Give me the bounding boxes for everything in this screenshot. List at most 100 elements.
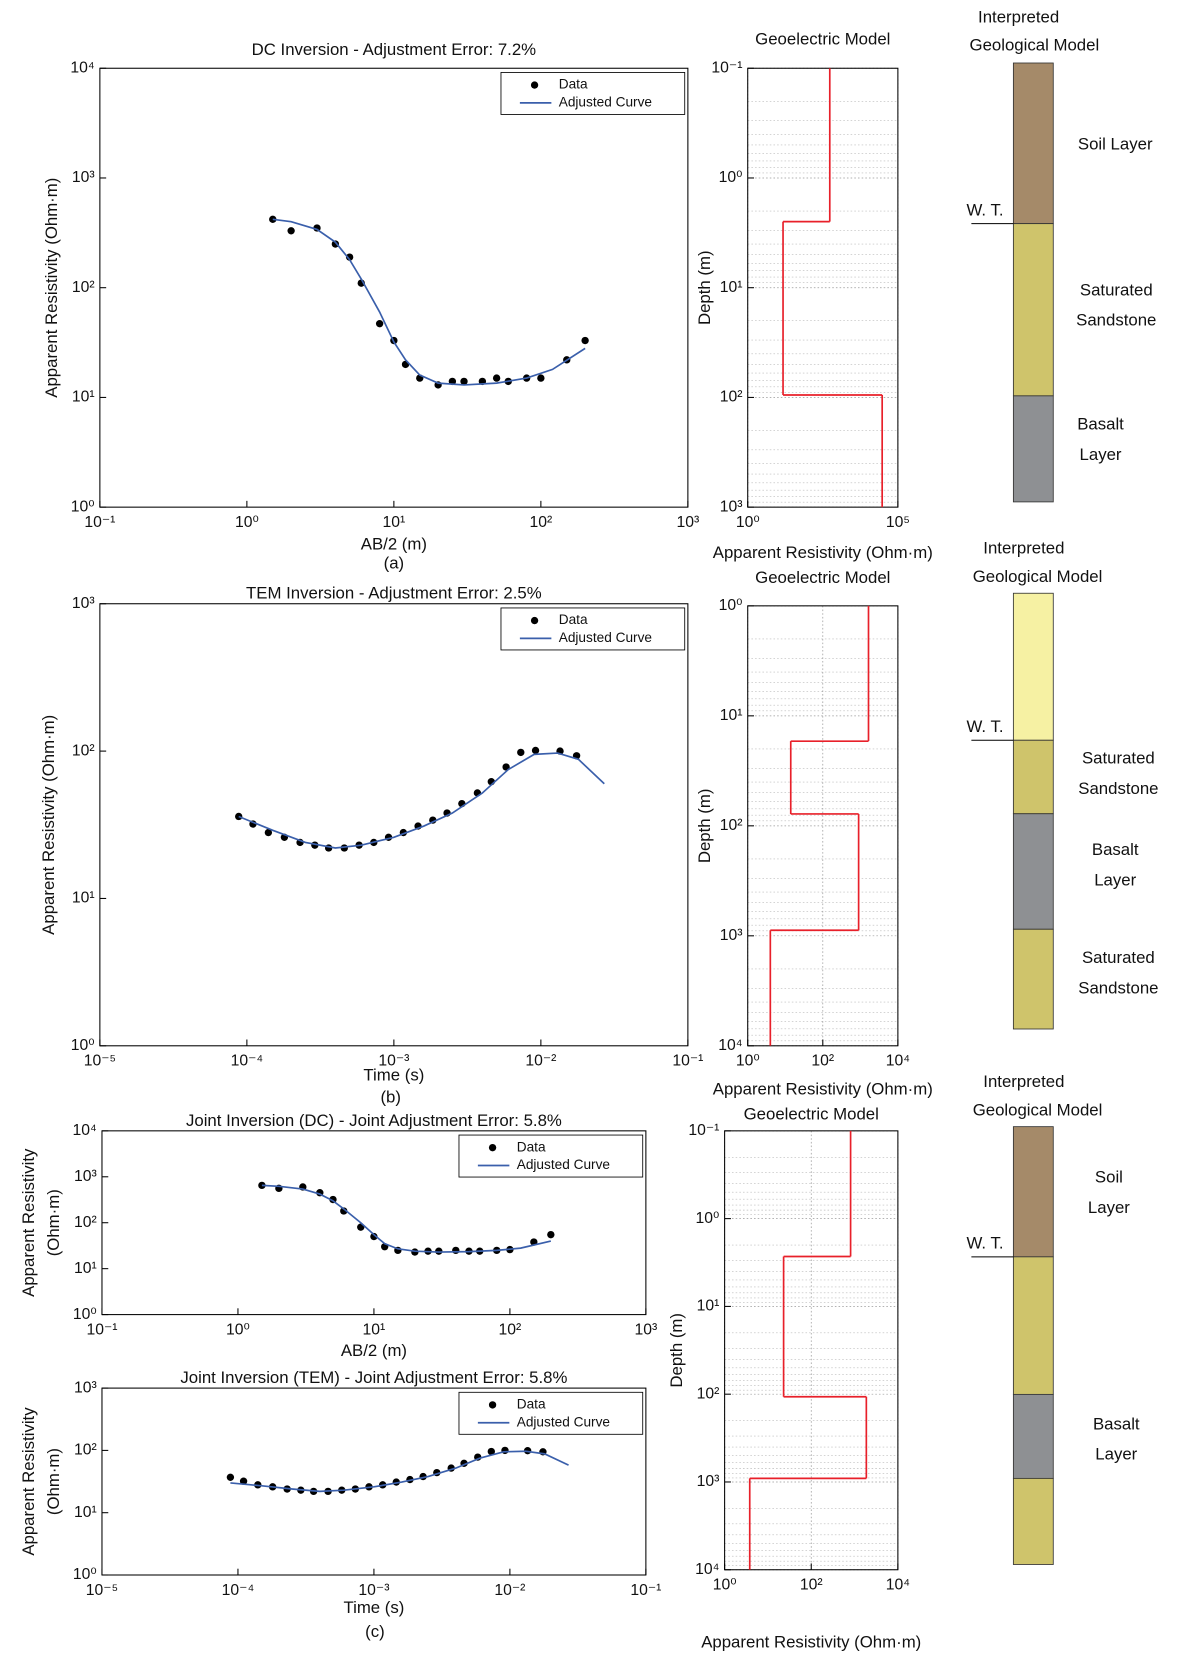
y-tick-label: 10⁰ [719, 597, 743, 614]
x-tick-label: 10⁴ [886, 1577, 910, 1594]
x-tick-label: 10⁻¹ [672, 1053, 703, 1070]
y-tick-label: 10³ [720, 498, 743, 515]
chart-title: Joint Inversion (DC) - Joint Adjustment … [186, 1111, 562, 1130]
y-tick-label: 10² [72, 742, 95, 759]
x-tick-label: 10⁻⁴ [231, 1053, 264, 1070]
plot-frame [747, 605, 899, 1047]
y-tick-label: 10³ [720, 927, 743, 944]
x-tick-label: 10⁰ [736, 514, 760, 531]
y-axis-label: (Ohm·m) [44, 1189, 63, 1256]
y-tick-label: 10⁻¹ [711, 59, 742, 76]
y-axis-label: Apparent Resistivity (Ohm·m) [42, 178, 61, 398]
geologic-layer [1012, 813, 1054, 930]
y-tick-label: 10³ [74, 1379, 97, 1396]
layer-label: Saturated [1082, 749, 1155, 768]
layer-label: Basalt [1092, 840, 1139, 859]
y-tick-label: 10² [74, 1442, 97, 1459]
data-point [452, 1246, 460, 1255]
x-axis-label: AB/2 (m) [341, 1341, 407, 1360]
column-title: Interpreted [983, 1072, 1064, 1091]
layer-label: Soil [1095, 1168, 1123, 1187]
plot-frame [101, 1387, 647, 1576]
layer-label: Saturated [1080, 280, 1153, 299]
y-tick-label: 10⁰ [71, 1037, 95, 1054]
legend-label: Data [517, 1397, 546, 1412]
chart-title: Geoelectric Model [744, 1105, 879, 1124]
layer-label: Layer [1095, 1445, 1137, 1464]
plot-frame [724, 1130, 899, 1571]
x-axis-label: Time (s) [363, 1066, 424, 1085]
y-tick-label: 10² [697, 1385, 720, 1402]
y-axis-label: Apparent Resistivity [19, 1148, 38, 1297]
x-axis-label: AB/2 (m) [361, 534, 427, 553]
x-tick-label: 10⁰ [736, 1053, 760, 1070]
y-tick-label: 10⁰ [73, 1566, 97, 1583]
y-axis-label: (Ohm·m) [44, 1448, 63, 1515]
data-point [487, 1447, 495, 1456]
geologic-layer [1012, 1477, 1054, 1565]
data-point [340, 1207, 348, 1215]
column-title: Geological Model [973, 567, 1103, 586]
chart-title: TEM Inversion - Adjustment Error: 2.5% [246, 584, 542, 603]
data-point [547, 1230, 555, 1239]
data-point [460, 377, 468, 386]
geologic-layer [1012, 395, 1054, 503]
panel-label: (a) [384, 553, 405, 572]
plot-frame [99, 603, 689, 1047]
layer-label: Soil Layer [1078, 134, 1153, 153]
geologic-layer [1012, 739, 1054, 815]
x-tick-label: 10⁻³ [358, 1582, 389, 1599]
data-point [537, 374, 545, 382]
geologic-layer [1012, 1126, 1054, 1258]
y-tick-label: 10¹ [72, 890, 95, 907]
legend-label: Data [517, 1139, 546, 1154]
y-tick-label: 10⁴ [718, 1037, 742, 1054]
water-table-label: W. T. [967, 1234, 1004, 1253]
y-tick-label: 10¹ [720, 279, 743, 296]
y-tick-label: 10² [74, 1214, 97, 1231]
y-tick-label: 10¹ [72, 389, 95, 406]
geologic-layer [1012, 592, 1054, 741]
y-tick-label: 10³ [697, 1473, 720, 1490]
legend-box [458, 1134, 644, 1178]
data-point [517, 748, 525, 757]
x-axis-label: Time (s) [343, 1598, 404, 1617]
x-tick-label: 10⁻² [525, 1053, 556, 1070]
y-tick-label: 10² [720, 817, 743, 834]
y-tick-label: 10⁻¹ [688, 1122, 719, 1139]
geologic-layer [1012, 223, 1054, 397]
x-tick-label: 10³ [635, 1322, 658, 1339]
x-axis-label: Apparent Resistivity (Ohm·m) [713, 1079, 933, 1098]
data-point [581, 336, 589, 345]
y-tick-label: 10⁴ [695, 1561, 719, 1578]
y-tick-label: 10² [72, 279, 95, 296]
x-tick-label: 10⁻² [494, 1582, 525, 1599]
data-point [435, 1247, 443, 1255]
x-axis-label: Apparent Resistivity (Ohm·m) [701, 1633, 921, 1652]
chart-title: DC Inversion - Adjustment Error: 7.2% [252, 40, 537, 59]
y-tick-label: 10⁰ [696, 1210, 720, 1227]
x-tick-label: 10⁵ [886, 514, 910, 531]
plot-frame [99, 67, 689, 508]
legend-box [458, 1391, 644, 1435]
column-title: Geological Model [973, 1100, 1103, 1119]
x-tick-label: 10² [811, 1053, 834, 1070]
y-tick-label: 10³ [72, 595, 95, 612]
y-tick-label: 10² [720, 389, 743, 406]
layer-label: Basalt [1077, 415, 1124, 434]
x-tick-label: 10⁻⁵ [84, 1053, 116, 1070]
plot-frame [101, 1130, 647, 1316]
data-point [226, 1473, 235, 1481]
y-tick-label: 10¹ [74, 1504, 97, 1521]
data-point [239, 1477, 248, 1485]
legend-label: Adjusted Curve [517, 1157, 610, 1172]
y-tick-label: 10⁰ [71, 498, 95, 515]
chart-title: Joint Inversion (TEM) - Joint Adjustment… [180, 1368, 567, 1387]
layer-label: Layer [1088, 1198, 1130, 1217]
x-tick-label: 10⁰ [713, 1577, 737, 1594]
legend-marker [530, 616, 539, 625]
y-axis-label: Depth (m) [695, 789, 714, 864]
x-tick-label: 10⁻¹ [86, 1322, 117, 1339]
x-tick-label: 10¹ [363, 1322, 386, 1339]
x-tick-label: 10³ [676, 514, 699, 531]
